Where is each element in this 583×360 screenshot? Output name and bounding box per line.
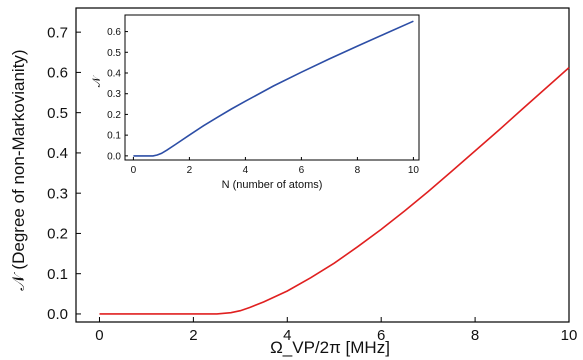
y-tick-label: 0.3	[47, 185, 68, 202]
main-y-axis: 0.0 0.1 0.2 0.3 0.4 0.5 0.6 0.7	[47, 24, 81, 323]
inset-y-axis: 0.0 0.1 0.2 0.3 0.4 0.5 0.6	[107, 27, 128, 162]
inset-x-axis: 0 2 4 6 8 10	[131, 157, 420, 176]
y-tick-label: 0.5	[47, 105, 68, 122]
x-tick-label: 0	[131, 165, 137, 176]
x-tick-label: 6	[377, 327, 385, 344]
main-xlabel: Ω_VP/2π [MHz]	[270, 338, 390, 357]
y-tick-label: 0.2	[107, 110, 121, 121]
y-tick-label: 0.4	[47, 145, 68, 162]
x-tick-label: 6	[299, 165, 305, 176]
y-tick-label: 0.6	[47, 65, 68, 82]
x-tick-label: 2	[187, 165, 193, 176]
y-tick-label: 0.5	[107, 48, 121, 59]
x-tick-label: 4	[283, 327, 291, 344]
y-tick-label: 0.6	[107, 27, 121, 38]
series-line-inset	[133, 20, 414, 157]
inset-xlabel: N (number of atoms)	[222, 179, 323, 191]
main-ylabel: 𝒩 (Degree of non-Markovianity)	[9, 49, 28, 290]
series-line-main	[99, 67, 570, 315]
y-tick-label: 0.0	[107, 151, 121, 162]
y-tick-label: 0.2	[47, 226, 68, 243]
y-tick-label: 0.7	[47, 24, 68, 41]
y-tick-label: 0.1	[47, 266, 68, 283]
inset-ylabel: 𝒩	[91, 75, 103, 87]
x-tick-label: 2	[189, 327, 197, 344]
x-tick-label: 8	[471, 327, 479, 344]
x-tick-label: 0	[95, 327, 103, 344]
x-tick-label: 4	[243, 165, 249, 176]
x-tick-label: 8	[355, 165, 361, 176]
y-tick-label: 0.1	[107, 131, 121, 142]
y-tick-label: 0.0	[47, 306, 68, 323]
y-tick-label: 0.4	[107, 69, 121, 80]
y-tick-label: 0.3	[107, 89, 121, 100]
x-tick-label: 10	[408, 165, 420, 176]
x-tick-label: 10	[561, 327, 578, 344]
main-x-axis: 0 2 4 6 8 10	[95, 317, 577, 344]
